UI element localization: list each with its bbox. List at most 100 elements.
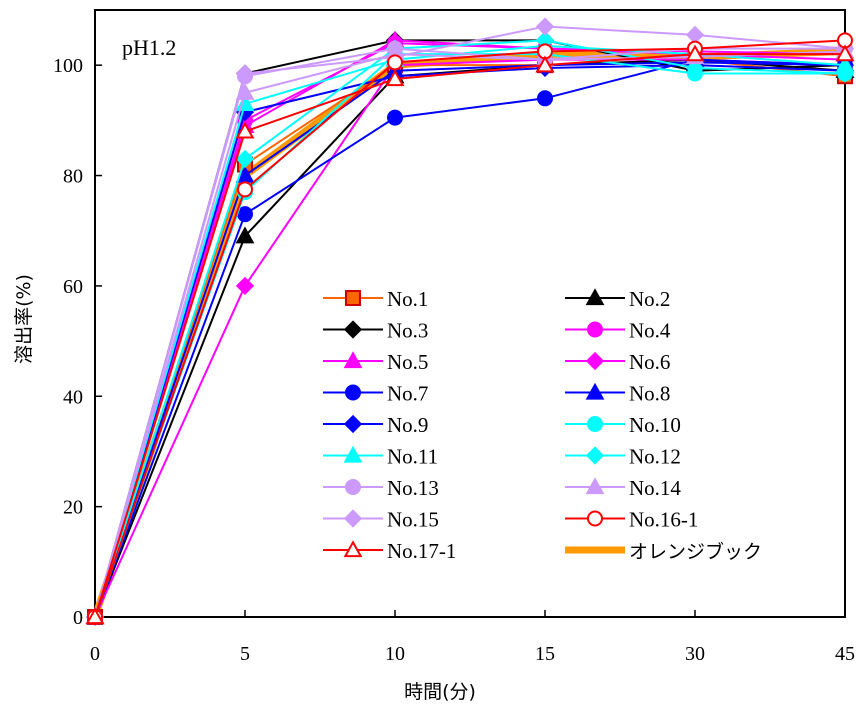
series-line [94,64,846,618]
legend-swatch-marker [585,477,605,495]
legend-entry: No.14 [565,476,681,500]
series-No.9 [85,56,855,627]
data-point [235,149,255,169]
data-point [235,276,255,296]
legend-swatch-marker [585,446,605,465]
legend-swatch-marker [343,509,363,528]
series-No.13 [87,40,853,625]
legend-entry: No.4 [565,319,671,343]
data-point [535,55,555,73]
legend-swatch-marker [345,290,361,306]
series-No.14 [85,41,855,625]
legend-label: No.12 [629,445,681,469]
series-line [94,39,846,618]
legend-entry: No.6 [565,350,670,374]
x-axis-title: 時間(分) [404,681,476,703]
series-line [94,58,846,618]
legend-entry: No.16-1 [565,508,698,532]
y-tick-label: 80 [63,166,83,188]
legend-swatch-marker [585,288,605,306]
y-tick-label: 20 [63,497,83,519]
data-point [85,607,105,625]
legend-swatch-marker [343,540,363,558]
data-point [685,44,705,62]
legend-swatch-marker [345,384,361,401]
legend-label: No.8 [629,382,670,406]
legend-entry: No.7 [323,382,428,406]
legend-label: No.6 [629,350,670,374]
legend-entry: No.11 [323,445,438,469]
x-tick-label: 10 [385,643,405,665]
series-line [94,50,846,618]
series-No.8 [85,52,855,625]
data-point [237,181,253,198]
legend-label: No.11 [387,445,438,469]
series-オレンジブック [91,47,846,619]
legend-entry: No.9 [323,413,428,437]
series-No.1 [87,51,853,625]
x-tick-label: 15 [535,643,555,665]
legend-entry: No.10 [565,413,681,437]
legend-swatch-marker [585,351,605,371]
legend-label: No.13 [387,476,439,500]
annotation-label: pH1.2 [122,35,176,60]
legend-swatch-marker [345,479,361,495]
y-tick-label: 60 [63,276,83,298]
legend-entry: No.13 [323,476,439,500]
series-line [94,39,846,618]
data-point [685,58,705,78]
legend-label: No.15 [387,508,439,532]
data-point [835,44,855,62]
legend-swatch-marker [343,414,363,434]
data-point [235,64,255,83]
series-line [94,39,846,618]
legend-entry: No.12 [565,445,681,469]
legend-entry: No.1 [323,287,428,311]
data-point [235,83,255,100]
x-tick-label: 30 [685,643,705,665]
data-point [537,90,553,107]
series-No.15 [85,17,855,627]
data-point [535,17,555,36]
data-point [385,69,405,87]
y-axis-title: 溶出率(%) [13,274,35,364]
series-line [94,58,846,618]
legend-entry: No.3 [323,319,428,343]
data-point [235,121,255,139]
legend-label: No.16-1 [629,508,698,532]
legend-label: No.1 [387,287,428,311]
legend-label: No.10 [629,413,681,437]
series-line [94,61,846,618]
series-line [91,47,846,619]
legend-entry: No.5 [323,350,428,374]
data-point [387,54,403,71]
series-line [94,25,846,618]
legend-swatch-marker [343,320,363,339]
series-line [94,58,846,618]
series-line [94,53,845,618]
legend-swatch-marker [587,321,603,338]
legend-label: No.7 [387,382,428,406]
y-tick-label: 40 [63,386,83,408]
x-tick-label: 5 [240,643,250,665]
legend-label: No.14 [629,476,681,500]
legend-entry: No.15 [323,508,439,532]
data-point [235,226,255,244]
legend-label: No.17-1 [387,539,456,563]
data-point [387,109,403,126]
y-tick-label: 100 [53,55,83,77]
legend-label: No.3 [387,319,428,343]
series-line [94,39,846,618]
data-point [237,206,253,223]
series-No.7 [87,51,853,625]
legend-label: No.9 [387,413,428,437]
legend-label: オレンジブック [629,540,762,563]
legend-entry: オレンジブック [565,540,762,563]
legend-entry: No.17-1 [323,539,456,563]
legend-swatch-marker [585,382,605,400]
legend-swatch-marker [587,510,603,527]
x-tick-label: 45 [835,643,855,665]
legend-label: No.2 [629,287,670,311]
